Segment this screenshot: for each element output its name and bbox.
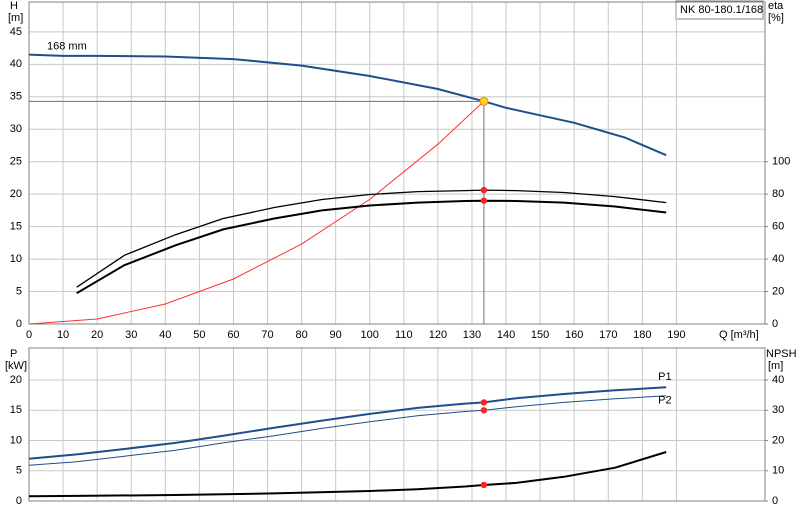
series-line (28, 451, 667, 498)
operating-marker (480, 399, 488, 406)
y-axis-label: P (10, 348, 17, 360)
y-tick-label: 20 (10, 188, 22, 200)
y2-axis-unit: [%] (768, 12, 784, 24)
y2-tick-label: 20 (772, 285, 784, 297)
x-tick-label: 130 (463, 329, 481, 341)
x-tick-label: 60 (227, 329, 239, 341)
y2-tick-label: 40 (772, 253, 784, 265)
operating-marker (480, 186, 488, 194)
y2-tick-label: 10 (772, 465, 784, 477)
y-tick-label: 25 (10, 156, 22, 168)
y-tick-label: 0 (16, 495, 22, 507)
series-line (28, 53, 667, 157)
y2-tick-label: 60 (772, 221, 784, 233)
y2-axis-label: eta (768, 0, 784, 12)
y-tick-label: 10 (10, 253, 22, 265)
series-line (28, 395, 667, 466)
x-tick-label: 160 (565, 329, 583, 341)
y2-tick-label: 30 (772, 404, 784, 416)
series-line (76, 199, 667, 295)
x-tick-label: 170 (599, 329, 617, 341)
y-tick-label: 5 (16, 465, 22, 477)
y-axis-unit: [m] (8, 12, 23, 24)
x-tick-label: 100 (361, 329, 379, 341)
y2-tick-label: 0 (772, 318, 778, 330)
y-tick-label: 15 (10, 221, 22, 233)
y-tick-label: 30 (10, 123, 22, 135)
operating-marker (480, 407, 488, 414)
x-tick-label: 70 (261, 329, 273, 341)
operating-marker (480, 481, 488, 489)
x-tick-label: 190 (667, 329, 685, 341)
series-line (28, 386, 667, 460)
duty-point (479, 96, 489, 106)
curve-label: 168 mm (47, 40, 87, 52)
x-tick-label: 0 (26, 329, 32, 341)
y-tick-label: 35 (10, 91, 22, 103)
x-tick-label: 80 (295, 329, 307, 341)
x-tick-label: 110 (395, 329, 413, 341)
y2-tick-label: 40 (772, 374, 784, 386)
x-tick-label: 150 (531, 329, 549, 341)
y-tick-label: 45 (10, 26, 22, 38)
x-tick-label: 120 (429, 329, 447, 341)
x-tick-label: 180 (633, 329, 651, 341)
y-tick-label: 20 (10, 374, 22, 386)
plot-frame (28, 1, 766, 325)
x-tick-label: 30 (125, 329, 137, 341)
x-tick-label: 90 (330, 329, 342, 341)
curve-label: P1 (658, 371, 671, 383)
y-axis-label: H (10, 0, 18, 12)
y-tick-label: 5 (16, 285, 22, 297)
x-axis-label: Q [m³/h] (719, 329, 759, 341)
x-tick-label: 140 (497, 329, 515, 341)
y2-tick-label: 80 (772, 188, 784, 200)
y2-axis-label: NPSH (766, 348, 797, 360)
x-tick-label: 10 (57, 329, 69, 341)
y-tick-label: 0 (16, 318, 22, 330)
y2-tick-label: 20 (772, 434, 784, 446)
y-tick-label: 15 (10, 404, 22, 416)
series-line (28, 100, 485, 325)
x-tick-label: 40 (159, 329, 171, 341)
y2-tick-label: 100 (772, 156, 790, 168)
y2-axis-unit: [m] (768, 360, 783, 372)
x-tick-label: 20 (91, 329, 103, 341)
curve-label: P2 (658, 395, 671, 407)
series-line (76, 189, 667, 288)
plot-frame (28, 347, 766, 502)
y-axis-unit: [kW] (5, 360, 27, 372)
operating-marker (480, 197, 488, 204)
y-tick-label: 10 (10, 434, 22, 446)
pump-label: NK 80-180.1/168 (680, 4, 763, 16)
y2-tick-label: 0 (772, 495, 778, 507)
y-tick-label: 40 (10, 58, 22, 70)
x-tick-label: 50 (193, 329, 205, 341)
